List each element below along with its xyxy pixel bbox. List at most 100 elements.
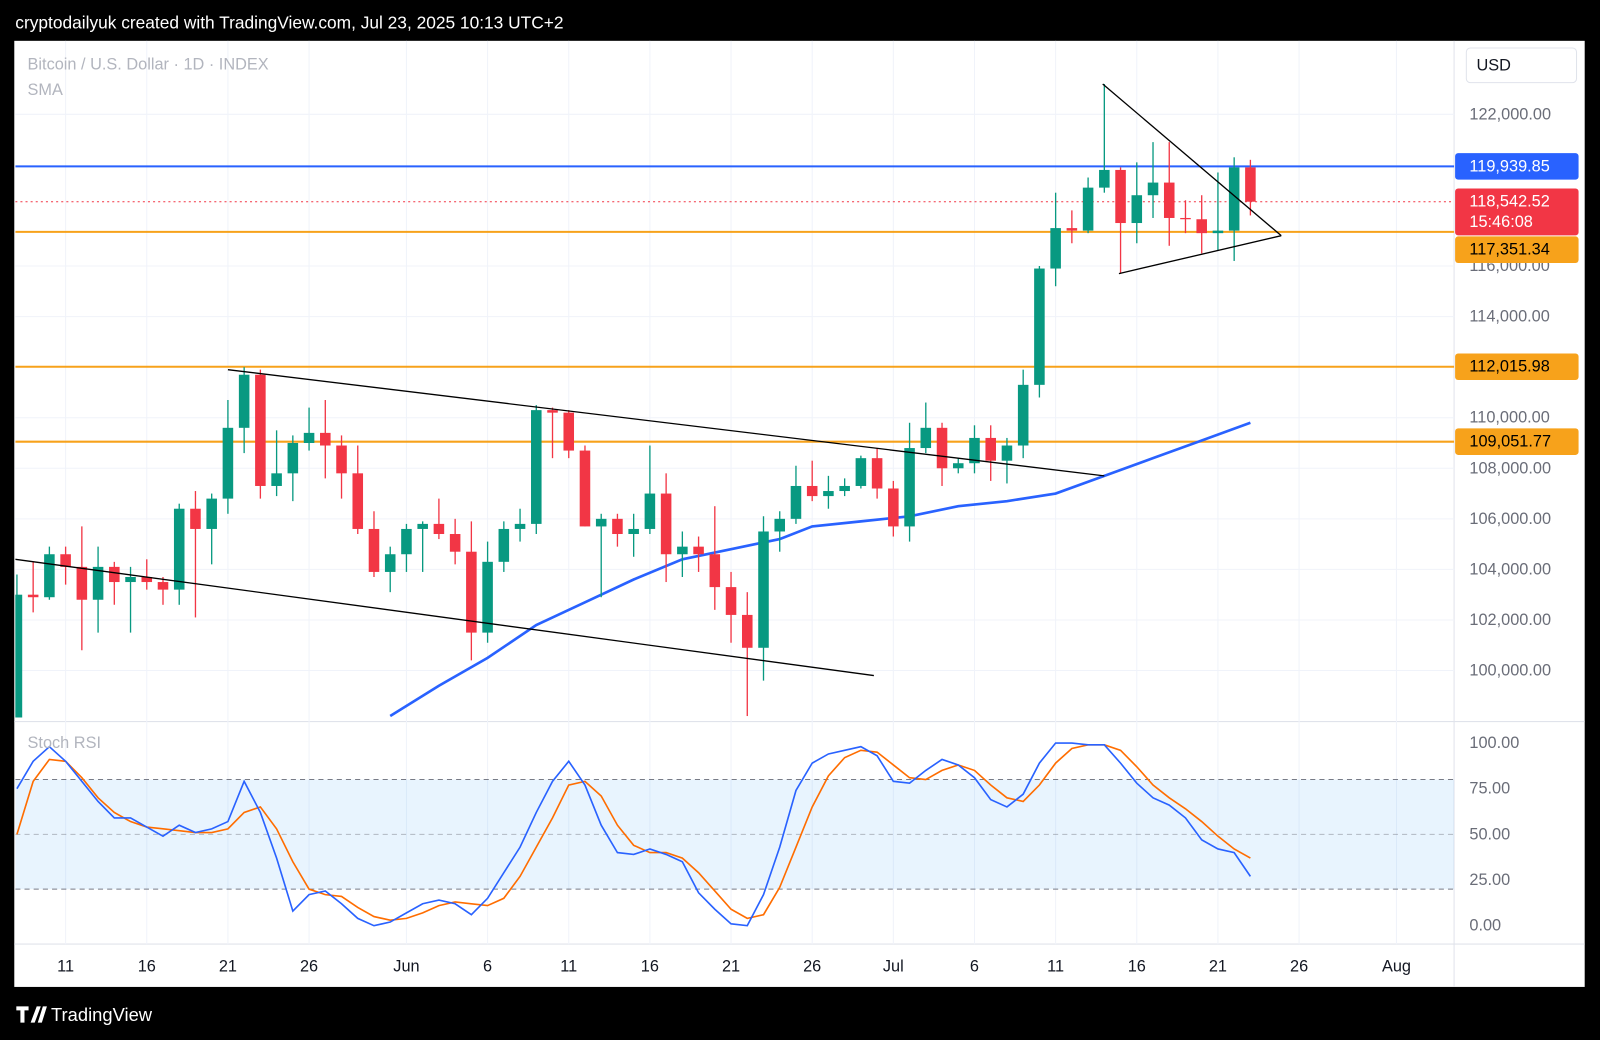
y-tick-label: 106,000.00	[1469, 510, 1551, 528]
candle-body	[222, 427, 234, 499]
x-tick-label: Aug	[1382, 958, 1411, 976]
candle-body	[190, 508, 201, 529]
stoch-k-line	[16, 742, 1252, 927]
candle-body	[969, 437, 980, 464]
x-tick-label: 26	[1290, 958, 1308, 976]
candle-body	[595, 518, 607, 527]
candle-body	[173, 508, 185, 590]
sma-legend: SMA	[28, 81, 63, 99]
candle-body	[384, 554, 396, 572]
candle-body	[109, 566, 120, 583]
price-label-box	[1455, 188, 1579, 236]
trendline	[1102, 83, 1282, 237]
candle-body	[514, 523, 526, 529]
price-label-box	[1455, 353, 1579, 381]
x-tick-label: 26	[300, 958, 318, 976]
candle-body	[466, 551, 477, 633]
candle-body	[449, 534, 461, 552]
candle-body	[401, 528, 412, 555]
x-tick-label: 16	[138, 958, 156, 976]
candle-body	[1034, 268, 1045, 385]
footer-text: TradingView	[51, 1004, 153, 1025]
x-tick-label: 21	[722, 958, 740, 976]
candle-body	[985, 437, 996, 461]
candle-body	[531, 410, 542, 524]
y-tick-label: 104,000.00	[1469, 560, 1551, 578]
candle-body	[27, 594, 39, 598]
x-tick-label: 16	[1128, 958, 1146, 976]
x-tick-label: 6	[970, 958, 979, 976]
candle-body	[644, 493, 656, 529]
candle-body	[141, 576, 153, 583]
x-tick-label: 26	[803, 958, 821, 976]
candle-body	[157, 582, 169, 590]
candle-body	[320, 432, 331, 446]
candle-body	[855, 458, 867, 486]
currency-button[interactable]	[1465, 47, 1578, 84]
price-label: 112,015.98	[1469, 358, 1549, 376]
candle-body	[888, 488, 899, 527]
candle-body	[725, 587, 737, 615]
candle-body	[741, 614, 753, 648]
candle-body	[15, 594, 23, 718]
candle-body	[60, 554, 71, 567]
candle-body	[482, 561, 493, 633]
stoch-d-line	[16, 744, 1251, 922]
trendline	[15, 558, 874, 677]
price-label: 118,542.52	[1469, 193, 1549, 211]
candle-body	[1066, 228, 1078, 231]
stoch-tick-label: 50.00	[1469, 825, 1510, 843]
symbol-legend: Bitcoin / U.S. Dollar · 1D · INDEX	[28, 55, 269, 73]
candle-body	[660, 493, 672, 555]
trendline	[1118, 235, 1282, 275]
candle-body	[547, 410, 558, 413]
y-tick-label: 114,000.00	[1469, 308, 1549, 326]
candle-body	[1245, 167, 1256, 202]
candle-body	[1099, 169, 1110, 188]
stoch-tick-label: 100.00	[1469, 734, 1519, 752]
candle-body	[352, 473, 364, 529]
candle-body	[790, 485, 802, 519]
candle-body	[125, 576, 136, 583]
price-label-box	[1455, 153, 1579, 180]
candle-body	[871, 458, 883, 489]
candle-body	[368, 528, 380, 572]
candle-body	[952, 463, 964, 469]
x-tick-label: Jul	[883, 958, 904, 976]
candle-body	[628, 528, 639, 535]
candle-body	[1180, 217, 1191, 220]
candle-body	[774, 518, 786, 532]
candle-body	[1017, 384, 1029, 446]
candle-body	[677, 546, 688, 555]
candle-body	[806, 485, 818, 497]
price-label: 119,939.85	[1469, 157, 1549, 175]
candle-body	[271, 473, 282, 486]
candle-body	[920, 427, 932, 449]
candle-body	[1082, 187, 1094, 231]
y-tick-label: 110,000.00	[1469, 409, 1549, 427]
candle-body	[76, 566, 88, 600]
countdown: 15:46:08	[1469, 213, 1532, 231]
candle-body	[303, 432, 315, 443]
candle-body	[238, 374, 250, 428]
candle-body	[417, 523, 428, 529]
footer-logo: TradingView	[16, 1004, 153, 1025]
candle-body	[823, 491, 834, 497]
candle-body	[612, 518, 623, 535]
x-tick-label: 16	[641, 958, 659, 976]
candle-body	[206, 498, 217, 529]
currency-label[interactable]: USD	[1477, 56, 1511, 74]
price-label: 109,051.77	[1469, 433, 1551, 451]
candle-body	[839, 485, 850, 492]
header: cryptodailyuk created with TradingView.c…	[15, 12, 563, 32]
candle-body	[92, 566, 104, 600]
candle-body	[709, 554, 721, 588]
stoch-legend: Stoch RSI	[28, 734, 101, 752]
price-label-box	[1455, 236, 1579, 263]
candle-body	[433, 523, 445, 535]
y-tick-label: 122,000.00	[1469, 105, 1551, 123]
trendline	[227, 369, 1105, 477]
candle-body	[758, 531, 769, 648]
